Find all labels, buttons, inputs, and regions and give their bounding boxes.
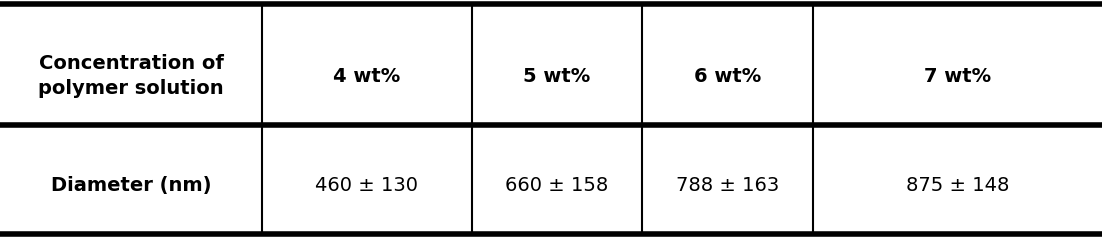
Text: 4 wt%: 4 wt% — [333, 67, 401, 86]
Text: 875 ± 148: 875 ± 148 — [906, 176, 1009, 195]
Text: 5 wt%: 5 wt% — [522, 67, 591, 86]
Text: 460 ± 130: 460 ± 130 — [315, 176, 419, 195]
Text: 6 wt%: 6 wt% — [693, 67, 761, 86]
Text: 7 wt%: 7 wt% — [925, 67, 991, 86]
Text: 660 ± 158: 660 ± 158 — [505, 176, 608, 195]
Text: Diameter (nm): Diameter (nm) — [51, 176, 212, 195]
Text: Concentration of
polymer solution: Concentration of polymer solution — [39, 54, 224, 98]
Text: 788 ± 163: 788 ± 163 — [676, 176, 779, 195]
